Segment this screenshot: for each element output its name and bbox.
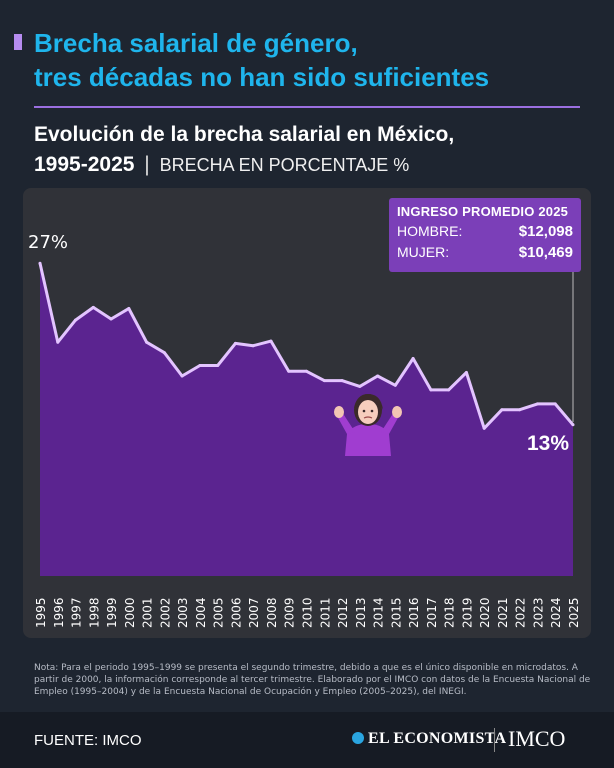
x-tick-label: 1999: [105, 597, 119, 628]
data-point-1999: [109, 317, 113, 321]
source-label: FUENTE: IMCO: [34, 732, 142, 749]
data-point-2014: [376, 374, 380, 378]
data-point-2023: [536, 402, 539, 406]
x-tick-label: 2016: [407, 597, 421, 628]
data-point-2007: [251, 344, 255, 348]
subtitle-years: 1995-2025: [34, 153, 135, 176]
data-point-2020: [482, 426, 486, 430]
x-tick-label: 1997: [70, 597, 84, 628]
subtitle-separator: |: [144, 153, 150, 176]
x-tick-label: 2014: [372, 597, 386, 628]
data-point-2003: [180, 374, 184, 378]
data-point-2015: [393, 383, 397, 387]
data-point-1995: [38, 261, 42, 265]
imco-logo: IMCO: [508, 726, 566, 751]
data-point-1998: [91, 305, 95, 309]
x-tick-label: 1996: [52, 597, 66, 628]
data-point-2011: [322, 379, 326, 383]
area-fill: [40, 263, 573, 576]
x-tick-label: 2007: [247, 597, 261, 628]
x-tick-label: 2017: [425, 597, 439, 628]
info-row-women: MUJER: $10,469: [397, 244, 573, 261]
x-tick-label: 2024: [549, 597, 563, 628]
x-tick-label: 2013: [354, 597, 368, 628]
annotation-start: 27%: [28, 232, 68, 253]
x-tick-label: 2004: [194, 597, 208, 628]
data-point-2018: [447, 388, 451, 392]
x-tick-label: 2009: [283, 597, 297, 628]
x-tick-label: 2022: [514, 597, 528, 628]
el-economista-logo: EL ECONOMISTA: [352, 730, 506, 748]
chart-card: 1995 1996 1997 1998 1999 2000 2001 2002 2003 2004…: [23, 188, 591, 638]
info-value-men: $12,098: [518, 223, 573, 240]
x-tick-label: 2019: [460, 597, 474, 628]
el-economista-dot-icon: [352, 732, 364, 744]
data-point-2013: [358, 384, 362, 388]
x-tick-label: 1995: [34, 597, 48, 628]
x-tick-label: 2003: [176, 597, 190, 628]
el-economista-text: EL ECONOMISTA: [368, 730, 507, 747]
data-point-2022: [518, 408, 522, 412]
annotation-end: 13%: [527, 432, 569, 455]
divider: [34, 106, 580, 108]
x-tick-label: 2006: [229, 597, 243, 628]
data-point-2017: [429, 388, 433, 392]
data-point-2012: [340, 379, 344, 383]
data-point-2021: [500, 408, 504, 412]
data-point-2006: [233, 341, 237, 345]
data-point-2002: [162, 351, 166, 355]
headline-line-1: Brecha salarial de género,: [34, 28, 358, 58]
data-point-2005: [216, 364, 220, 367]
x-tick-label: 2008: [265, 597, 279, 628]
area-chart: 1995 1996 1997 1998 1999 2000 2001 2002 2003 2004…: [28, 232, 581, 628]
info-row-men: HOMBRE: $12,098: [397, 223, 573, 240]
info-label-men: HOMBRE:: [397, 223, 463, 239]
x-tick-label: 2015: [389, 597, 403, 628]
accent-bar: [14, 34, 22, 50]
x-tick-label: 2005: [212, 597, 226, 628]
data-point-2008: [269, 339, 273, 343]
shrugging-woman-icon: [334, 394, 402, 456]
info-title: INGRESO PROMEDIO 2025: [397, 204, 569, 219]
headline: Brecha salarial de género, tres décadas …: [14, 26, 604, 94]
methodology-note: Nota: Para el periodo 1995–1999 se prese…: [34, 663, 591, 697]
x-tick-label: 2011: [318, 597, 332, 628]
data-point-2000: [127, 307, 131, 310]
x-tick-label: 1998: [87, 597, 101, 628]
x-tick-label: 2000: [123, 597, 137, 628]
info-value-women: $10,469: [518, 244, 573, 261]
x-tick-label: 2001: [141, 597, 155, 628]
x-tick-label: 2018: [443, 597, 457, 628]
data-point-2010: [305, 369, 308, 373]
data-point-2001: [145, 340, 149, 344]
x-tick-label: 2025: [567, 597, 581, 628]
x-tick-label: 2002: [158, 597, 172, 628]
subtitle-unit: BRECHA EN PORCENTAJE %: [159, 155, 410, 175]
subtitle-main: Evolución de la brecha salarial en Méxic…: [34, 123, 455, 146]
data-point-2024: [553, 402, 557, 406]
x-tick-label: 2023: [532, 597, 546, 628]
data-point-2016: [411, 357, 415, 360]
data-point-1996: [56, 340, 60, 344]
logo-separator: [494, 728, 495, 752]
income-info-box: INGRESO PROMEDIO 2025 HOMBRE: $12,098 MU…: [389, 198, 581, 272]
x-tick-label: 2010: [301, 597, 315, 628]
x-tick-label: 2012: [336, 597, 350, 628]
data-point-2009: [287, 369, 291, 373]
data-point-1997: [74, 318, 77, 322]
data-point-2004: [198, 364, 202, 367]
x-tick-label: 2021: [496, 597, 510, 628]
info-label-women: MUJER:: [397, 244, 450, 260]
data-point-2019: [464, 371, 468, 374]
x-tick-label: 2020: [478, 597, 492, 628]
headline-line-2: tres décadas no han sido suficientes: [34, 62, 490, 92]
data-point-2025: [571, 423, 575, 427]
chart-subtitle: Evolución de la brecha salarial en Méxic…: [34, 120, 594, 180]
footer: FUENTE: IMCO EL ECONOMISTA IMCO: [0, 712, 614, 768]
